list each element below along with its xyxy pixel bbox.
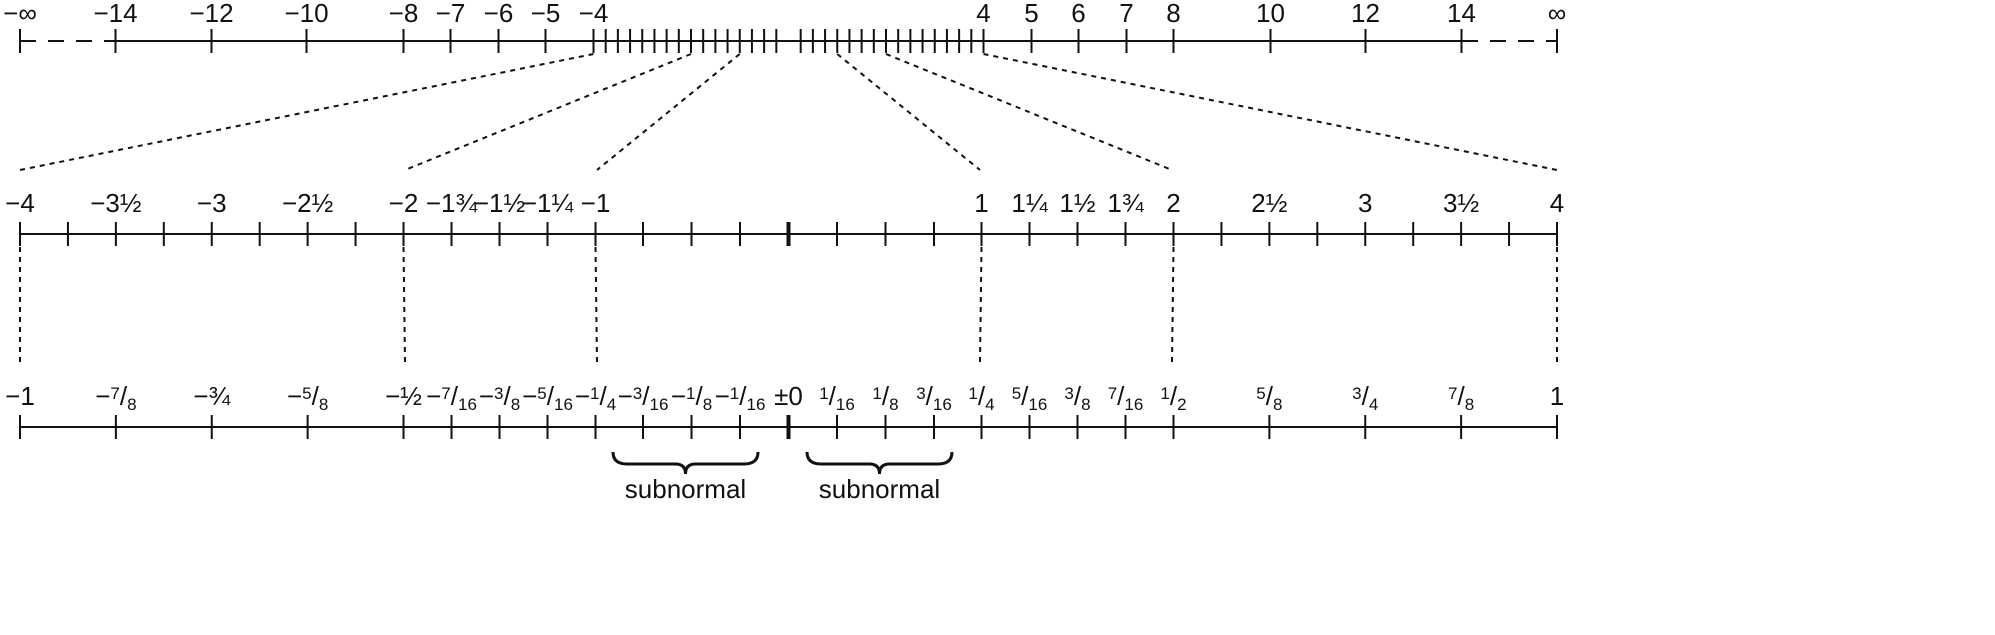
subnormal-label: subnormal [819, 474, 940, 504]
tick-label-middle: 1¾ [1107, 188, 1143, 218]
tick-label-bottom: −3/8 [479, 381, 520, 414]
tick-label-bottom: −1/16 [715, 381, 766, 414]
tick-label-bottom: 1 [1550, 381, 1564, 411]
zoom-connector-line [404, 53, 692, 171]
tick-label-bottom: 1/8 [872, 381, 898, 414]
tick-label-top: 10 [1256, 0, 1285, 28]
tick-label-bottom: 7/16 [1108, 381, 1144, 414]
zoom-connector-line [1171, 246, 1175, 364]
zoom-connector-line [596, 53, 741, 171]
zoom-connector-line [19, 53, 594, 171]
tick-label-top: 14 [1447, 0, 1476, 28]
tick-label-bottom: ±0 [774, 381, 803, 411]
zoom-connector-line [885, 53, 1173, 171]
tick-label-middle: 2½ [1251, 188, 1287, 218]
tick-label-top: −4 [579, 0, 609, 28]
tick-label-bottom: 5/8 [1256, 381, 1282, 414]
zoom-connector-line [979, 246, 983, 364]
tick-label-bottom: −7/16 [426, 381, 477, 414]
tick-label-top: −6 [484, 0, 514, 28]
tick-label-middle: 3 [1358, 188, 1372, 218]
tick-label-bottom: −5/8 [287, 381, 328, 414]
tick-label-bottom: −3/16 [618, 381, 669, 414]
zoom-connectors-layer [19, 53, 1558, 364]
tick-label-top: −12 [189, 0, 233, 28]
tick-label-middle: −2½ [282, 188, 333, 218]
tick-label-bottom: −1/8 [671, 381, 712, 414]
tick-label-bottom: −½ [385, 381, 422, 411]
subnormal-brace [805, 451, 954, 475]
tick-label-top: 5 [1024, 0, 1038, 28]
subnormal-brace [611, 451, 760, 475]
tick-label-top: −5 [531, 0, 561, 28]
tick-label-top: −10 [284, 0, 328, 28]
tick-label-top: 7 [1119, 0, 1133, 28]
zoom-connector-line [983, 53, 1558, 171]
tick-label-top: 8 [1166, 0, 1180, 28]
tick-label-middle: −3 [197, 188, 227, 218]
tick-label-bottom: −7/8 [95, 381, 136, 414]
tick-label-middle: −3½ [90, 188, 141, 218]
tick-label-bottom: 1/16 [819, 381, 855, 414]
tick-label-bottom: 3/16 [916, 381, 952, 414]
tick-label-top: 12 [1351, 0, 1380, 28]
tick-label-top: 6 [1071, 0, 1085, 28]
tick-label-bottom: 1/2 [1160, 381, 1186, 414]
tick-label-bottom: 1/4 [968, 381, 994, 414]
zoom-connector-line [836, 53, 981, 171]
axis-lines-layer [19, 29, 1558, 439]
zoom-connector-line [594, 246, 598, 364]
tick-label-middle: 1½ [1059, 188, 1095, 218]
tick-label-middle: 1¼ [1011, 188, 1047, 218]
tick-label-bottom: 3/4 [1352, 381, 1378, 414]
tick-label-top: −∞ [3, 0, 37, 28]
tick-labels-layer: −∞ −14 −12 −10 −8 −7 −6 −5 −4 4 5 6 7 8 10 12 14 ∞−4 −3½ −3… [3, 0, 1566, 414]
tick-label-bottom: 3/8 [1064, 381, 1090, 414]
tick-label-middle: 1 [974, 188, 988, 218]
tick-label-middle: −1 [581, 188, 611, 218]
tick-label-middle: −4 [5, 188, 35, 218]
tick-label-middle: 4 [1550, 188, 1564, 218]
tick-label-top: −8 [389, 0, 419, 28]
tick-label-middle: 2 [1166, 188, 1180, 218]
tick-label-top: ∞ [1548, 0, 1567, 28]
tick-label-bottom: 5/16 [1012, 381, 1048, 414]
tick-label-bottom: −5/16 [522, 381, 573, 414]
tick-label-middle: −1¼ [522, 188, 574, 218]
tick-label-bottom: −1 [5, 381, 35, 411]
tick-label-bottom: −¾ [193, 381, 230, 411]
tick-label-middle: 3½ [1443, 188, 1479, 218]
zoom-connector-line [402, 246, 406, 364]
tick-label-middle: −2 [389, 188, 419, 218]
tick-label-bottom: −1/4 [575, 381, 616, 414]
tick-label-top: −14 [93, 0, 137, 28]
tick-label-middle: −1¾ [426, 188, 478, 218]
tick-label-top: 4 [976, 0, 990, 28]
subnormal-label: subnormal [625, 474, 746, 504]
tick-label-bottom: 7/8 [1448, 381, 1474, 414]
subnormal-brackets-layer: subnormal subnormal [611, 451, 954, 504]
tick-label-top: −7 [436, 0, 466, 28]
tick-label-middle: −1½ [474, 188, 525, 218]
